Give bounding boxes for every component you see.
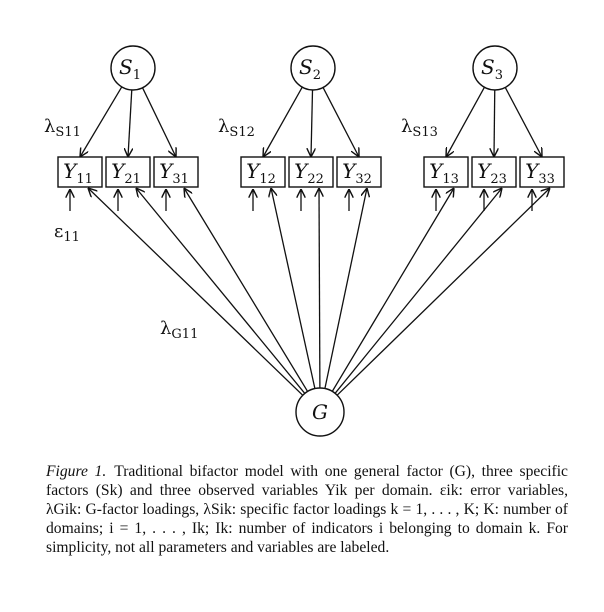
- indicator-box: [105, 156, 151, 188]
- general-loading-arrow: [136, 188, 306, 394]
- indicator-box: [153, 156, 199, 188]
- specific-factor-label: S2: [299, 55, 321, 83]
- specific-loading-arrow: [311, 89, 313, 157]
- indicator-label: Y32: [342, 159, 372, 187]
- specific-factor-label: S1: [119, 55, 141, 83]
- specific-loading-arrow: [322, 87, 359, 157]
- general-loading-arrow: [319, 188, 320, 389]
- general-factor-label: G: [312, 400, 328, 424]
- lambda-s12-label: λS12: [218, 116, 255, 140]
- indicator-label: Y13: [429, 159, 459, 187]
- indicator-box: [471, 156, 517, 188]
- lambda-s11-label: λS11: [44, 116, 81, 140]
- specific-factor-circle: [110, 45, 156, 91]
- lambda-s13-label: λS13: [401, 116, 438, 140]
- indicator-box: [57, 156, 103, 188]
- edges-layer: [70, 86, 550, 396]
- indicator-label: Y23: [477, 159, 507, 187]
- indicator-label: Y21: [111, 159, 141, 187]
- indicator-label: Y22: [294, 159, 324, 187]
- lambda-g11-label: λG11: [160, 318, 198, 342]
- epsilon-11-label: ε11: [54, 221, 80, 245]
- nodes-layer: S1 S2 S3 Y11 Y21 Y31 Y12 Y22 Y32 Y13 Y23 Y33 G: [57, 45, 565, 437]
- general-loading-arrow: [331, 188, 454, 392]
- indicator-box: [519, 156, 565, 188]
- figure-caption: Figure 1. Traditional bifactor model with…: [46, 462, 568, 557]
- general-loading-arrow: [324, 188, 367, 389]
- indicator-box: [240, 156, 286, 188]
- indicator-label: Y31: [159, 159, 189, 187]
- indicator-box: [288, 156, 334, 188]
- general-factor-circle: [295, 387, 345, 437]
- specific-loading-arrow: [446, 86, 485, 157]
- indicator-label: Y11: [63, 159, 93, 187]
- caption-text: Traditional bifactor model with one gene…: [46, 463, 568, 556]
- specific-factor-label: S3: [481, 55, 503, 83]
- specific-factor-circle: [290, 45, 336, 91]
- specific-loading-arrow: [263, 86, 303, 157]
- specific-loading-arrow: [80, 86, 123, 157]
- general-loading-arrow: [184, 188, 309, 392]
- general-loading-arrow: [336, 188, 550, 396]
- general-loading-arrow: [88, 188, 304, 396]
- specific-loading-arrow: [494, 89, 495, 157]
- specific-factor-circle: [472, 45, 518, 91]
- general-loading-arrow: [334, 188, 502, 394]
- specific-loading-arrow: [141, 87, 176, 157]
- indicator-box: [336, 156, 382, 188]
- figure-label: Figure 1.: [46, 463, 107, 480]
- general-loading-arrow: [271, 188, 316, 389]
- specific-loading-arrow: [128, 89, 132, 157]
- specific-loading-arrow: [504, 87, 542, 157]
- indicator-box: [423, 156, 469, 188]
- indicator-label: Y33: [525, 159, 555, 187]
- indicator-label: Y12: [246, 159, 276, 187]
